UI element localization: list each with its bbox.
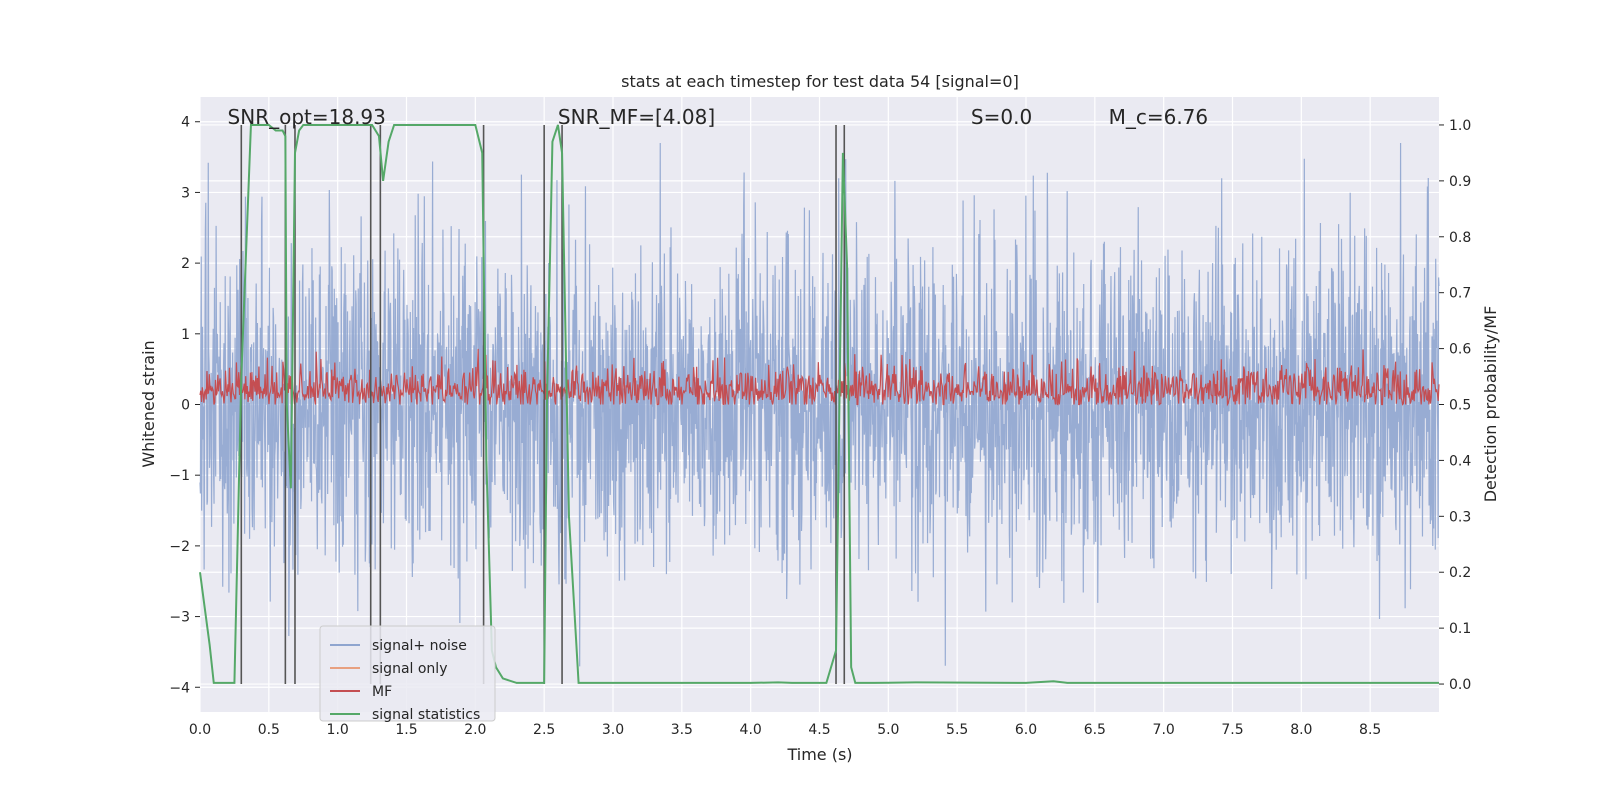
- y-left-tick-label-1: −3: [169, 610, 190, 626]
- y-right-tick-label-0: 0.0: [1449, 677, 1471, 693]
- y-left-axis-label-text: Whitened strain: [139, 340, 158, 467]
- y-right-tick-label-1: 0.1: [1449, 621, 1471, 637]
- y-right-tick-label-4: 0.4: [1449, 453, 1471, 469]
- y-right-axis-label: Detection probability/MF: [1481, 306, 1500, 503]
- legend-label-3: signal statistics: [372, 707, 480, 723]
- x-tick-label-17: 8.5: [1359, 722, 1381, 738]
- signal-statistics-series: [199, 123, 1439, 684]
- x-tick-label-11: 5.5: [946, 722, 968, 738]
- mf-line: [199, 348, 1440, 407]
- legend-label-1: signal only: [372, 661, 447, 677]
- x-tick-label-0: 0.0: [189, 722, 211, 738]
- x-tick-label-2: 1.0: [327, 722, 349, 738]
- annotation-3: M_c=6.76: [1109, 105, 1209, 129]
- x-tick-label-14: 7.0: [1153, 722, 1175, 738]
- x-tick-label-10: 5.0: [877, 722, 899, 738]
- y-right-tick-label-8: 0.8: [1449, 230, 1471, 246]
- y-left-tick-label-6: 2: [181, 256, 190, 272]
- x-tick-label-12: 6.0: [1015, 722, 1037, 738]
- x-tick-label-16: 8.0: [1290, 722, 1312, 738]
- y-right-axis-ticks: 0.0 0.1 0.2 0.3 0.4 0.5 0.6 0.7 0.8 0.9 1.0: [1439, 118, 1471, 693]
- x-tick-label-1: 0.5: [258, 722, 280, 738]
- mf-series: [199, 348, 1440, 407]
- annotation-2: S=0.0: [971, 105, 1032, 129]
- signal-noise-series: [199, 142, 1440, 667]
- chart-title: stats at each timestep for test data 54 …: [621, 72, 1019, 91]
- annotation-1: SNR_MF=[4.08]: [558, 105, 715, 129]
- y-right-tick-label-5: 0.5: [1449, 398, 1471, 414]
- x-tick-label-6: 3.0: [602, 722, 624, 738]
- y-left-tick-label-7: 3: [181, 185, 190, 201]
- y-left-tick-label-4: 0: [181, 398, 190, 414]
- signal-statistics-line: [199, 123, 1439, 684]
- x-tick-label-9: 4.5: [808, 722, 830, 738]
- x-tick-label-7: 3.5: [671, 722, 693, 738]
- y-right-tick-label-7: 0.7: [1449, 286, 1471, 302]
- x-axis-ticks: 0.0 0.5 1.0 1.5 2.0 2.5 3.0 3.5 4.0 4.5 5.0 5.5 6.0 6…: [189, 722, 1381, 738]
- y-left-axis-ticks: −4 −3 −2 −1 0 1 2 3 4: [169, 115, 200, 696]
- y-left-tick-label-3: −1: [169, 468, 190, 484]
- x-tick-label-15: 7.5: [1221, 722, 1243, 738]
- annotations: SNR_opt=18.93 SNR_MF=[4.08] S=0.0 M_c=6.76: [228, 105, 1209, 129]
- legend-label-2: MF: [372, 684, 392, 700]
- y-left-tick-label-2: −2: [169, 539, 190, 555]
- y-right-tick-label-10: 1.0: [1449, 118, 1471, 134]
- x-tick-label-13: 6.5: [1084, 722, 1106, 738]
- legend: signal+ noise signal only MF signal statist…: [319, 625, 496, 723]
- y-right-tick-label-2: 0.2: [1449, 565, 1471, 581]
- y-left-tick-label-5: 1: [181, 327, 190, 343]
- annotation-0: SNR_opt=18.93: [228, 105, 386, 129]
- y-right-tick-label-9: 0.9: [1449, 174, 1471, 190]
- y-left-tick-label-0: −4: [169, 680, 190, 696]
- x-tick-label-8: 4.0: [740, 722, 762, 738]
- x-tick-label-3: 1.5: [395, 722, 417, 738]
- x-tick-label-4: 2.0: [464, 722, 486, 738]
- y-right-tick-label-3: 0.3: [1449, 509, 1471, 525]
- noise-line: [199, 142, 1440, 667]
- y-left-tick-label-8: 4: [181, 115, 190, 131]
- x-axis-label: Time (s): [786, 745, 852, 764]
- y-right-tick-label-6: 0.6: [1449, 342, 1471, 358]
- legend-label-0: signal+ noise: [372, 638, 467, 654]
- x-tick-label-5: 2.5: [533, 722, 555, 738]
- legend-box: [319, 625, 496, 722]
